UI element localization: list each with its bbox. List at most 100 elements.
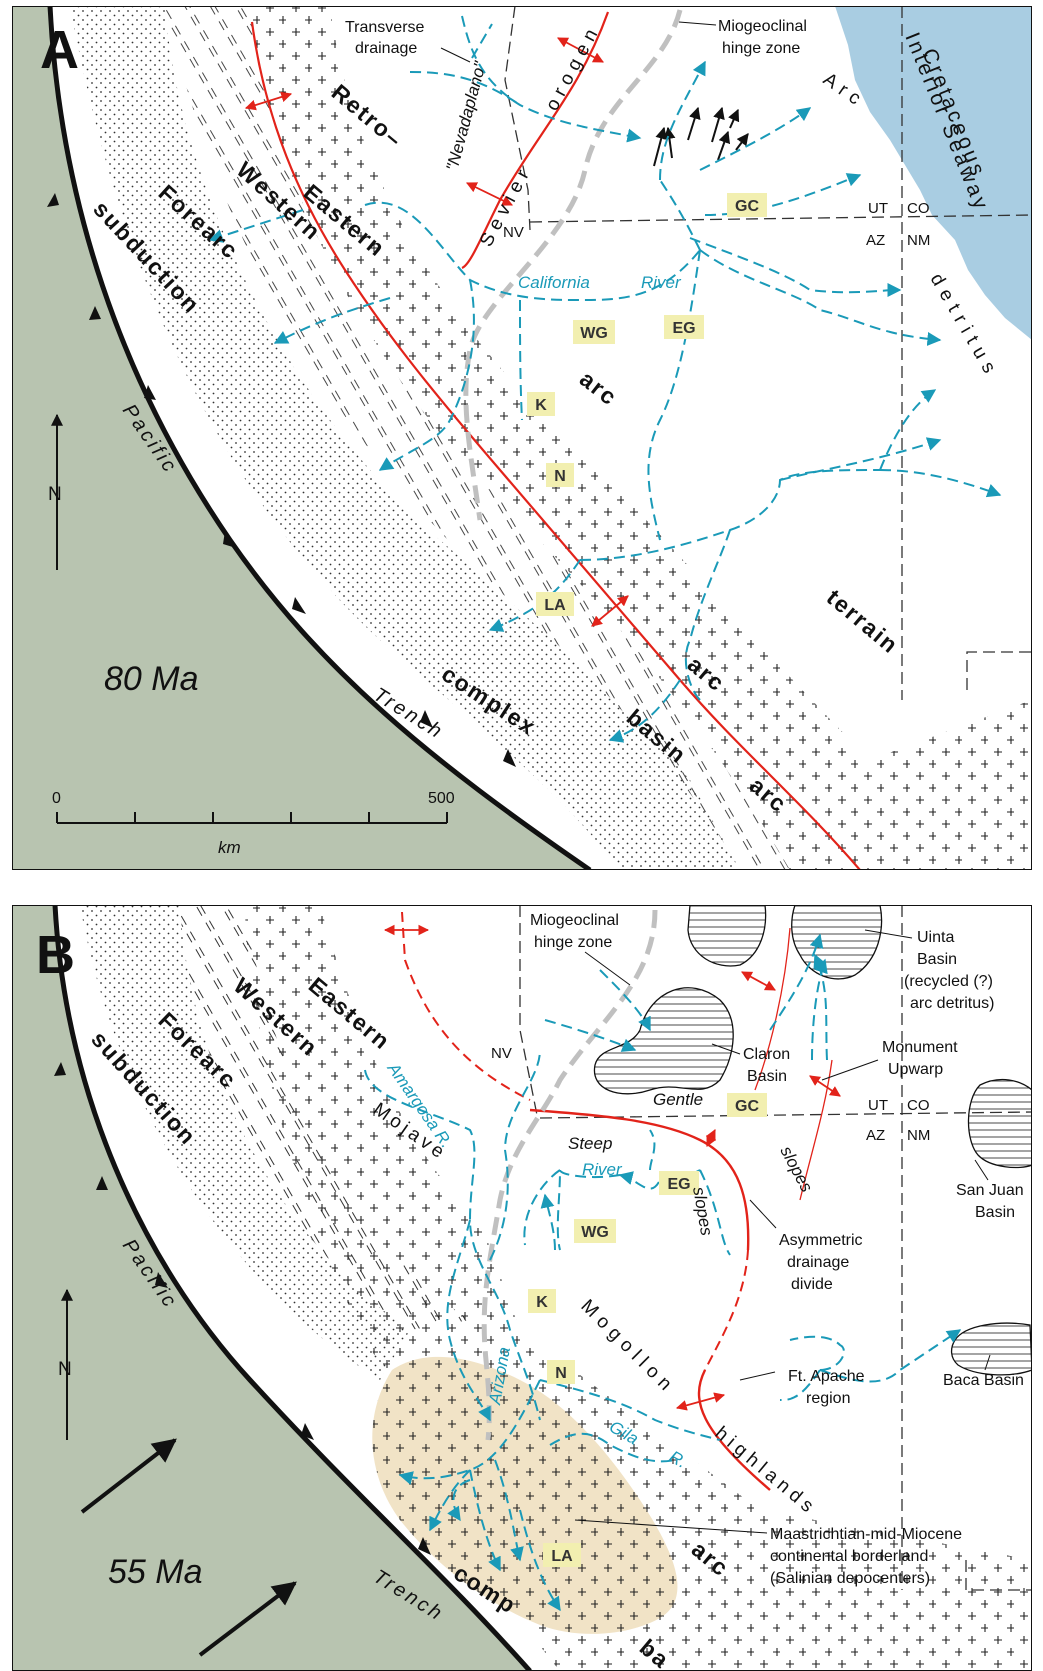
locality-la-a: LA (536, 592, 574, 616)
panel-letter-a: A (40, 20, 79, 80)
monument-label-2: Upwarp (888, 1061, 943, 1078)
ft-apache-label-2: region (806, 1390, 850, 1407)
svg-text:GC: GC (735, 198, 759, 215)
baca-basin (950, 1322, 1032, 1376)
asymmetric-label-3: divide (791, 1276, 833, 1293)
monument-label-1: Monument (882, 1039, 958, 1056)
divide-dashed-south (704, 1249, 749, 1371)
paleocurrent-arrows-a (653, 106, 749, 167)
state-co-b: CO (907, 1097, 930, 1114)
drainage-b (364, 933, 962, 1612)
state-nm-b: NM (907, 1127, 930, 1144)
scale-unit-a: km (218, 838, 241, 857)
pacific-ocean-b (12, 905, 530, 1671)
borderland-plus (372, 1356, 678, 1634)
asymmetric-label-1: Asymmetric (779, 1232, 863, 1249)
localities-a: GC WG EG K N LA (527, 193, 767, 616)
baca-label: Baca Basin (943, 1372, 1024, 1389)
borderland-leader (574, 1519, 768, 1534)
north-arrow-a: N (48, 413, 63, 570)
svg-text:N: N (554, 468, 566, 485)
san-juan-label-2: Basin (975, 1204, 1015, 1221)
transverse-leader (440, 47, 471, 63)
asymmetric-leader (749, 1199, 777, 1229)
eastern-arc-plus-a (250, 6, 1032, 870)
gentle-label: Gentle (653, 1090, 703, 1109)
hinge-zone-a (463, 9, 683, 521)
steep-label: Steep (568, 1134, 612, 1153)
locality-n-b: N (547, 1360, 575, 1384)
svg-text:EG: EG (672, 320, 695, 337)
state-co-a: CO (907, 200, 930, 217)
svg-text:N: N (48, 484, 62, 505)
pacific-ocean-a (12, 6, 590, 870)
asymmetric-divide (529, 1108, 750, 1251)
state-az-a: AZ (866, 232, 885, 249)
hinge-leader-a (678, 21, 717, 26)
age-label-b: 55 Ma (108, 1553, 203, 1591)
transverse-label-1: Transverse (345, 19, 425, 36)
svg-text:LA: LA (544, 597, 566, 614)
locality-k-a: K (527, 392, 555, 416)
sevier-fault-a (461, 11, 610, 270)
north-arrow-b: N (58, 1288, 73, 1440)
extension-arrows-b (383, 924, 841, 1411)
scale-min-a: 0 (52, 790, 61, 807)
locality-la-b: LA (543, 1543, 581, 1567)
monument-leader (821, 1059, 879, 1081)
state-nm-a: NM (907, 232, 930, 249)
interior-seaway (835, 6, 1032, 340)
san-juan-leader (974, 1159, 989, 1181)
svg-text:K: K (536, 1294, 548, 1311)
forearc-dots-a (70, 6, 740, 870)
asymmetric-label-2: drainage (787, 1254, 849, 1271)
svg-text:GC: GC (735, 1098, 759, 1115)
svg-text:EG: EG (667, 1176, 690, 1193)
trench-line-b (52, 905, 532, 1671)
localities-b: GC EG WG K N LA (528, 1093, 767, 1567)
arc-axis-fault-a (250, 21, 861, 870)
drainage-a (208, 15, 1002, 743)
trench-teeth-a (47, 193, 516, 767)
age-label-a: 80 Ma (104, 660, 199, 698)
san-juan-basin (967, 1078, 1032, 1169)
locality-gc-a: GC (727, 193, 767, 217)
transverse-label-2: drainage (355, 40, 417, 57)
locality-wg-a: WG (573, 320, 615, 344)
western-arc-ticks-b (180, 905, 470, 1330)
state-nv-b: NV (491, 1045, 512, 1062)
locality-wg-b: WG (574, 1219, 616, 1243)
river-label-b: River (582, 1160, 623, 1179)
svg-text:WG: WG (581, 1224, 609, 1241)
san-juan-label-1: San Juan (956, 1182, 1024, 1199)
locality-eg-a: EG (664, 315, 704, 339)
extension-arrows-a (244, 37, 629, 627)
borderland-label-3: (Salinian depocenters) (770, 1570, 930, 1587)
uinta-leader (864, 929, 913, 939)
uinta-label-2: Basin (917, 951, 957, 968)
state-lines-a (504, 6, 1032, 700)
state-nv-a: NV (503, 224, 524, 241)
state-ut-b: UT (868, 1097, 888, 1114)
scale-bar-a (56, 812, 448, 824)
hinge-zone-b (481, 909, 658, 1441)
forearc-dots-b (80, 905, 410, 1380)
state-ut-a: UT (868, 200, 888, 217)
locality-n-a: N (546, 463, 574, 487)
panel-letter-b: B (36, 925, 75, 985)
divide-dashed-north (401, 911, 531, 1101)
locality-gc-b: GC (727, 1093, 767, 1117)
california-label: California (518, 273, 590, 292)
uinta-label-4: arc detritus) (910, 995, 994, 1012)
trench-teeth-b (54, 1062, 431, 1555)
state-lines-b (519, 905, 1032, 1591)
svg-text:K: K (535, 397, 547, 414)
river-label-a: River (641, 273, 682, 292)
hinge-label-b-2: hinge zone (534, 934, 612, 951)
uinta-label-1: Uinta (917, 929, 954, 946)
svg-text:N: N (58, 1359, 72, 1380)
divide-south-solid (697, 1369, 771, 1491)
claron-label-1: Claron (743, 1046, 790, 1063)
hinge-label-b-1: Miogeoclinal (530, 912, 619, 929)
